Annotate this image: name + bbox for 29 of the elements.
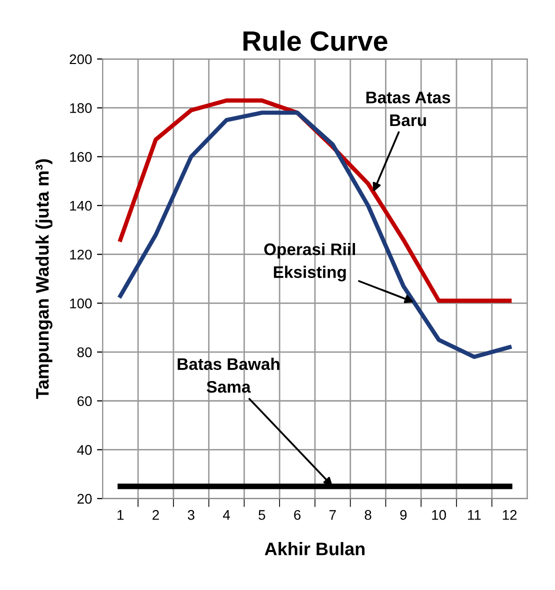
y-tick-label: 20 xyxy=(78,494,92,504)
y-tick-label: 60 xyxy=(78,396,92,406)
x-tick-label: 3 xyxy=(188,510,194,520)
text: Batas Bawah Sama xyxy=(178,358,280,393)
y-axis-title: Tampungan Waduk (juta m³) xyxy=(36,159,52,399)
x-tick-label: 2 xyxy=(152,510,159,520)
x-tick-label: 11 xyxy=(468,510,481,520)
x-tick-label: 4 xyxy=(222,510,230,520)
chart-title: Rule Curve xyxy=(244,30,388,51)
x-tick-label: 1 xyxy=(118,510,124,520)
y-tick-label: 180 xyxy=(70,103,92,114)
y-tick-label: 100 xyxy=(70,298,92,308)
y-tick-label: 160 xyxy=(70,152,92,162)
y-tick-label: 40 xyxy=(77,445,92,455)
y-tick-label: 140 xyxy=(70,200,92,211)
x-tick-label: 5 xyxy=(258,510,266,520)
series-label: Operasi Riil Eksisting xyxy=(264,242,355,282)
y-tick-label: 200 xyxy=(70,54,92,64)
x-axis-title: Akhir Bulan xyxy=(264,542,365,556)
x-tick-label: 9 xyxy=(400,510,407,520)
x-tick-label: 6 xyxy=(294,510,301,520)
line-series xyxy=(118,110,512,359)
text: Batas Atas Baru xyxy=(366,92,450,126)
y-tick-label: 120 xyxy=(70,250,92,260)
x-tick-label: 7 xyxy=(330,510,336,520)
y-tick-label: 80 xyxy=(77,347,92,358)
x-tick-label: 10 xyxy=(432,510,446,520)
x-tick-label: 8 xyxy=(364,510,372,520)
x-tick-label: 12 xyxy=(502,510,517,520)
